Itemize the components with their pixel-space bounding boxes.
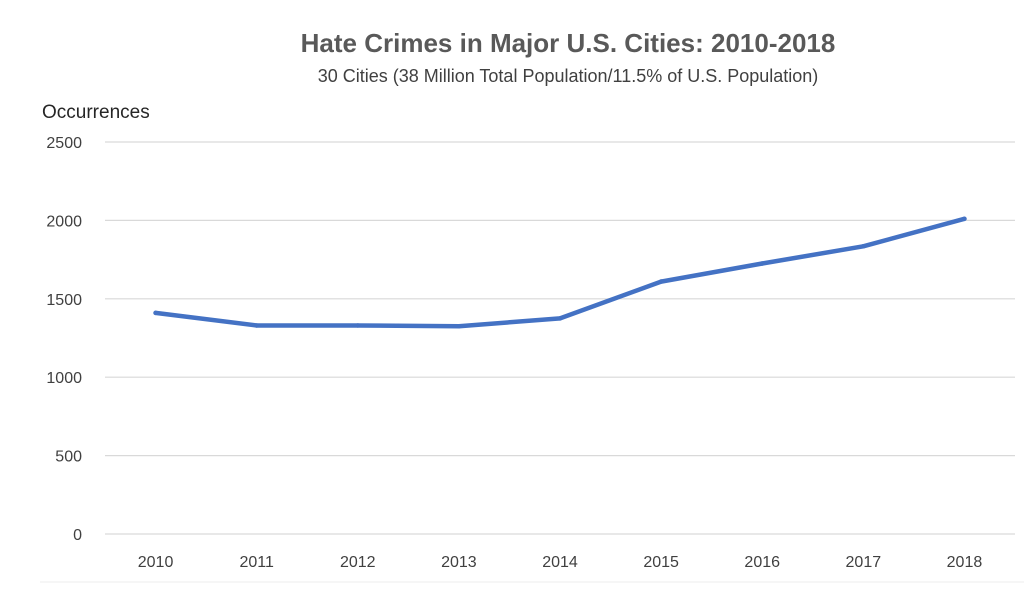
y-tick-label: 2500 [46,135,82,152]
x-axis-ticks: 2010 2011 2012 2013 2014 2015 2016 2017 2018 [138,554,983,571]
x-tick-label: 2012 [340,554,376,571]
x-tick-label: 2011 [239,554,274,571]
y-tick-label: 1000 [46,370,82,387]
y-tick-label: 1500 [46,292,82,309]
data-point [254,323,259,328]
series-lines [153,216,967,329]
x-tick-label: 2013 [441,554,477,571]
x-tick-label: 2014 [542,554,578,571]
x-tick-label: 2010 [138,554,174,571]
data-point [962,216,967,222]
data-point [456,323,462,329]
y-tick-label: 2000 [46,213,82,230]
data-point [355,323,361,328]
y-axis-label: Occurrences [42,102,150,123]
x-tick-label: 2017 [846,554,882,571]
data-point [658,279,664,284]
data-point [153,310,158,316]
x-tick-label: 2016 [744,554,780,571]
data-point [861,244,866,249]
chart-title: Hate Crimes in Major U.S. Cities: 2010-2… [301,28,836,58]
data-point [759,261,765,266]
x-tick-label: 2015 [643,554,679,571]
series-line-0 [153,216,967,329]
y-axis-ticks: 0 500 1000 1500 2000 2500 [46,135,82,544]
gridlines [105,141,1015,535]
x-tick-label: 2018 [947,554,983,571]
y-tick-label: 0 [73,527,82,544]
data-point [557,316,563,321]
chart-subtitle: 30 Cities (38 Million Total Population/1… [318,66,819,86]
y-tick-label: 500 [55,449,82,466]
